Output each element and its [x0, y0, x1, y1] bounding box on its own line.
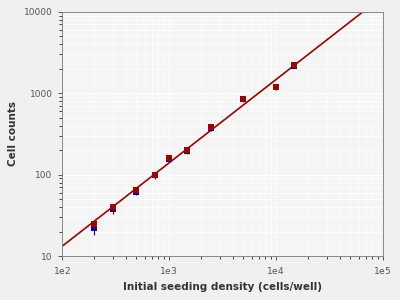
X-axis label: Initial seeding density (cells/well): Initial seeding density (cells/well): [123, 282, 322, 292]
Y-axis label: Cell counts: Cell counts: [8, 101, 18, 166]
